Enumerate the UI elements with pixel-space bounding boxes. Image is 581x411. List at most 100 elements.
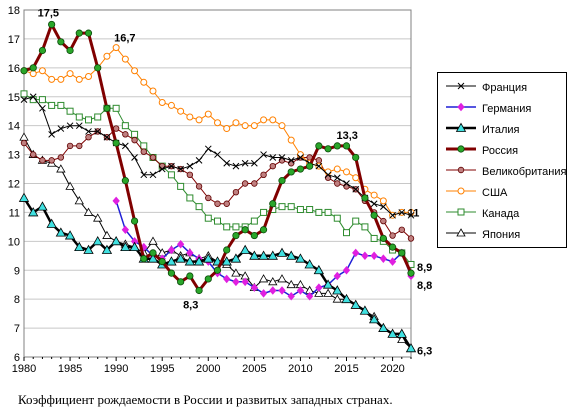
data-point: [361, 194, 369, 202]
data-point: [57, 75, 65, 83]
data-point: [184, 256, 196, 266]
legend-label: Великобритания: [482, 166, 567, 178]
data-point: [251, 159, 258, 167]
data-point: [149, 87, 157, 95]
data-point: [315, 208, 323, 216]
data-point: [29, 93, 37, 101]
data-point: [370, 234, 378, 242]
data-point: [204, 214, 212, 222]
data-point: [457, 166, 465, 174]
data-point: [456, 228, 466, 237]
data-point: [85, 128, 92, 135]
data-point: [379, 234, 387, 243]
data-point: [203, 253, 214, 263]
data-point: [370, 251, 378, 261]
data-point: [193, 256, 205, 266]
data-point: [195, 203, 203, 211]
data-point: [46, 218, 57, 228]
data-point: [350, 299, 361, 309]
data-point: [55, 227, 67, 237]
data-point: [457, 102, 465, 112]
data-point: [84, 29, 93, 37]
y-tick-label: 9: [14, 265, 20, 277]
data-point: [333, 214, 341, 222]
legend-swatch: [446, 208, 476, 216]
data-point: [103, 133, 111, 141]
data-point: [343, 229, 350, 237]
data-point: [20, 139, 28, 147]
data-point: [260, 171, 267, 179]
data-point: [48, 101, 56, 109]
data-point: [251, 180, 258, 187]
data-point: [333, 271, 341, 281]
data-point: [103, 104, 111, 112]
data-point: [29, 64, 37, 72]
data-point: [140, 78, 148, 86]
data-point: [398, 226, 405, 233]
data-point: [204, 275, 212, 283]
data-point: [223, 200, 230, 207]
data-point: [398, 249, 406, 257]
data-point: [250, 231, 258, 240]
series-5: [20, 44, 415, 219]
data-point: [258, 250, 269, 260]
data-point: [158, 257, 166, 266]
y-tick-label: 10: [8, 236, 20, 248]
data-point: [250, 122, 258, 130]
data-point: [85, 116, 92, 124]
data-point: [30, 151, 37, 158]
y-tick-label: 12: [8, 179, 20, 191]
data-point: [65, 181, 75, 190]
data-point: [223, 246, 231, 254]
data-point: [396, 328, 407, 338]
legend-item: Германия: [438, 100, 566, 121]
x-tick-label: 1995: [150, 363, 174, 375]
chart-legend: Франция Германия Италия Россия Великобритани…: [437, 72, 567, 248]
data-point: [286, 250, 297, 260]
data-point: [457, 187, 465, 195]
data-point: [66, 142, 74, 150]
data-point: [140, 142, 148, 150]
data-point: [121, 177, 129, 185]
data-point: [205, 194, 212, 202]
data-point: [361, 251, 369, 261]
data-point: [241, 122, 249, 130]
data-point: [379, 197, 387, 205]
data-point: [379, 254, 388, 263]
data-point: [333, 174, 341, 182]
series-2: [18, 192, 417, 353]
y-tick-label: 11: [9, 207, 20, 219]
data-point: [269, 116, 277, 124]
data-point: [407, 269, 415, 277]
data-point: [277, 274, 287, 283]
series-line: [23, 136, 412, 349]
data-point: [74, 196, 84, 205]
data-point: [177, 278, 185, 286]
data-point: [370, 211, 378, 219]
data-point: [359, 305, 371, 315]
annotations: 17,5 16,7 13,3 11 8,9 8,8 8,3 6,3: [38, 7, 433, 357]
data-point: [305, 292, 314, 301]
data-point: [232, 188, 240, 196]
legend-swatch: [446, 228, 476, 237]
series-3: [20, 20, 415, 295]
data-point: [149, 249, 157, 257]
data-point: [102, 230, 112, 239]
data-point: [380, 203, 387, 210]
data-point: [149, 171, 157, 179]
data-point: [314, 288, 324, 297]
data-point: [92, 236, 103, 246]
data-point: [122, 131, 129, 138]
data-point: [287, 157, 295, 164]
data-point: [131, 67, 139, 75]
series-lines: [18, 20, 417, 353]
x-tick-label: 2010: [288, 363, 312, 375]
data-point: [296, 151, 304, 159]
data-point: [407, 235, 415, 242]
data-point: [48, 130, 55, 138]
data-point: [20, 67, 28, 75]
data-point: [129, 241, 140, 252]
data-point: [130, 217, 139, 225]
data-point: [259, 226, 268, 234]
data-point: [322, 279, 334, 289]
